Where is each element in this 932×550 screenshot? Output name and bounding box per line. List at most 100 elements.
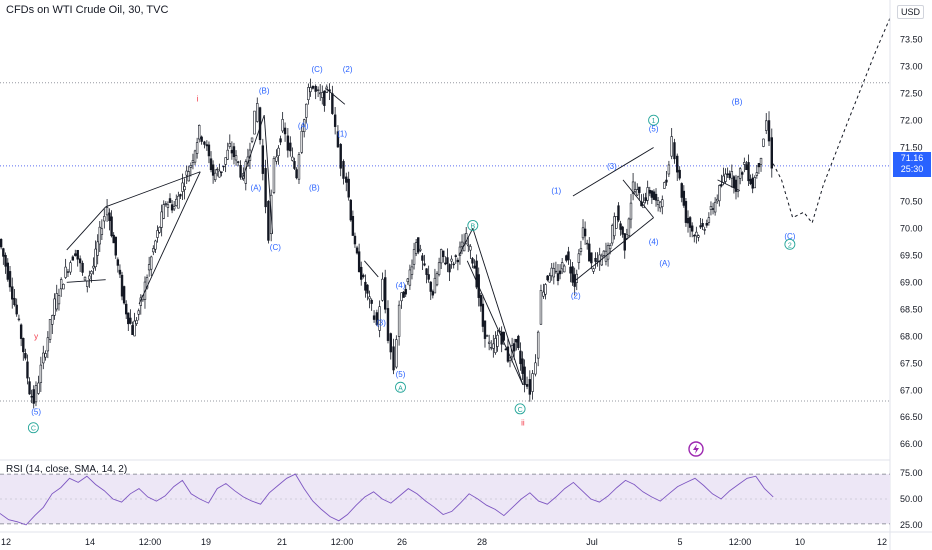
- candle-body: [548, 275, 551, 283]
- candle-body: [166, 204, 170, 208]
- wave-label: C: [518, 407, 523, 414]
- candle-body: [515, 338, 518, 343]
- candle-body: [550, 267, 553, 277]
- price-tick-label: 68.00: [900, 331, 923, 341]
- candle-body: [145, 277, 149, 289]
- candle-body: [713, 201, 717, 213]
- candle-body: [421, 255, 424, 261]
- trendline: [364, 260, 379, 278]
- candle-body: [323, 90, 326, 106]
- candle-body: [234, 155, 238, 161]
- candle-body: [90, 270, 93, 275]
- wave-label: i: [197, 95, 199, 104]
- candle-body: [473, 265, 476, 269]
- candle-body: [490, 347, 493, 349]
- candle-body: [226, 149, 229, 160]
- candle-body: [207, 144, 211, 157]
- candle-body: [569, 266, 572, 274]
- candle-body: [291, 156, 294, 161]
- candle-body: [305, 103, 308, 118]
- candle-body: [590, 252, 593, 264]
- candle-body: [528, 379, 532, 395]
- candle-body: [667, 164, 671, 175]
- time-axis[interactable]: 12 14 12:00 19 21 12:00 26 28 Jul 5 12:00 10 12: [0, 531, 932, 547]
- trendline: [458, 228, 474, 256]
- candle-body: [55, 293, 58, 310]
- candle-body: [770, 137, 773, 169]
- candle-body: [311, 85, 315, 89]
- candle-body: [707, 217, 711, 223]
- candle-body: [423, 263, 426, 266]
- candle-body: [355, 247, 359, 254]
- candle-body: [556, 273, 560, 281]
- candle-body: [22, 338, 25, 353]
- candle-body: [682, 190, 686, 206]
- candle-body: [690, 225, 694, 232]
- candle-body: [256, 103, 259, 122]
- candle-body: [96, 241, 99, 256]
- candle-body: [726, 173, 729, 175]
- candle-body: [112, 234, 115, 244]
- candle-body: [381, 278, 384, 301]
- candle-body: [395, 339, 398, 368]
- candle-body: [384, 277, 387, 310]
- candle-body: [625, 234, 629, 239]
- lightning-icon-glyph: [693, 444, 699, 454]
- wave-label: 1: [652, 118, 656, 125]
- candle-body: [728, 173, 731, 179]
- lightning-icon[interactable]: [688, 441, 704, 457]
- candle-body: [633, 189, 637, 192]
- candle-body: [600, 255, 603, 266]
- trendline: [622, 179, 654, 218]
- price-axis[interactable]: 73.50 73.00 72.50 72.00 71.50 70.50 70.00 69.50…: [889, 0, 923, 550]
- candle-body: [53, 298, 56, 316]
- wave-circle: [784, 238, 796, 250]
- candle-body: [30, 396, 33, 398]
- candle-body: [427, 274, 430, 280]
- wave-label: (3): [607, 162, 617, 171]
- candle-body: [475, 260, 478, 288]
- candle-body: [160, 211, 163, 228]
- time-tick-label: 26: [397, 537, 407, 547]
- trendline: [241, 114, 265, 180]
- candle-body: [523, 366, 526, 386]
- price-tick-label: 72.00: [900, 116, 923, 126]
- candle-body: [450, 258, 453, 262]
- candle-body: [46, 337, 50, 352]
- candle-body: [76, 249, 79, 260]
- horizontal-levels: [0, 82, 890, 402]
- candle-body: [397, 304, 401, 337]
- candle-body: [281, 119, 284, 132]
- candle-body: [198, 125, 201, 140]
- wave-label: (C): [312, 65, 323, 74]
- candle-body: [191, 160, 195, 163]
- candle-body: [360, 266, 363, 280]
- candle-body: [200, 136, 203, 142]
- candle-body: [213, 172, 217, 181]
- candle-body: [654, 193, 658, 201]
- candle-body: [452, 263, 455, 266]
- candle-body: [701, 222, 704, 227]
- wave-label: (A): [251, 184, 262, 193]
- candle-body: [175, 198, 178, 206]
- candle-body: [661, 199, 664, 207]
- currency-selector[interactable]: USD: [897, 5, 925, 19]
- candle-body: [412, 249, 416, 265]
- candle-body: [705, 222, 708, 226]
- trendline: [472, 228, 524, 386]
- candle-body: [277, 147, 280, 157]
- time-tick-label: 5: [677, 537, 682, 547]
- candle-body: [357, 251, 361, 273]
- candle-body: [487, 341, 491, 344]
- wave-circle: [27, 422, 39, 434]
- last-price-value: 71.16: [900, 153, 924, 163]
- price-tick-label: 72.50: [900, 89, 923, 99]
- candle-body: [481, 303, 485, 327]
- candle-body: [228, 143, 232, 147]
- candle-body: [83, 276, 87, 281]
- candle-body: [663, 182, 666, 189]
- candle-body: [718, 185, 721, 202]
- last-price-tag: 71.16 25:30: [893, 152, 931, 177]
- wave-circle: [648, 114, 660, 126]
